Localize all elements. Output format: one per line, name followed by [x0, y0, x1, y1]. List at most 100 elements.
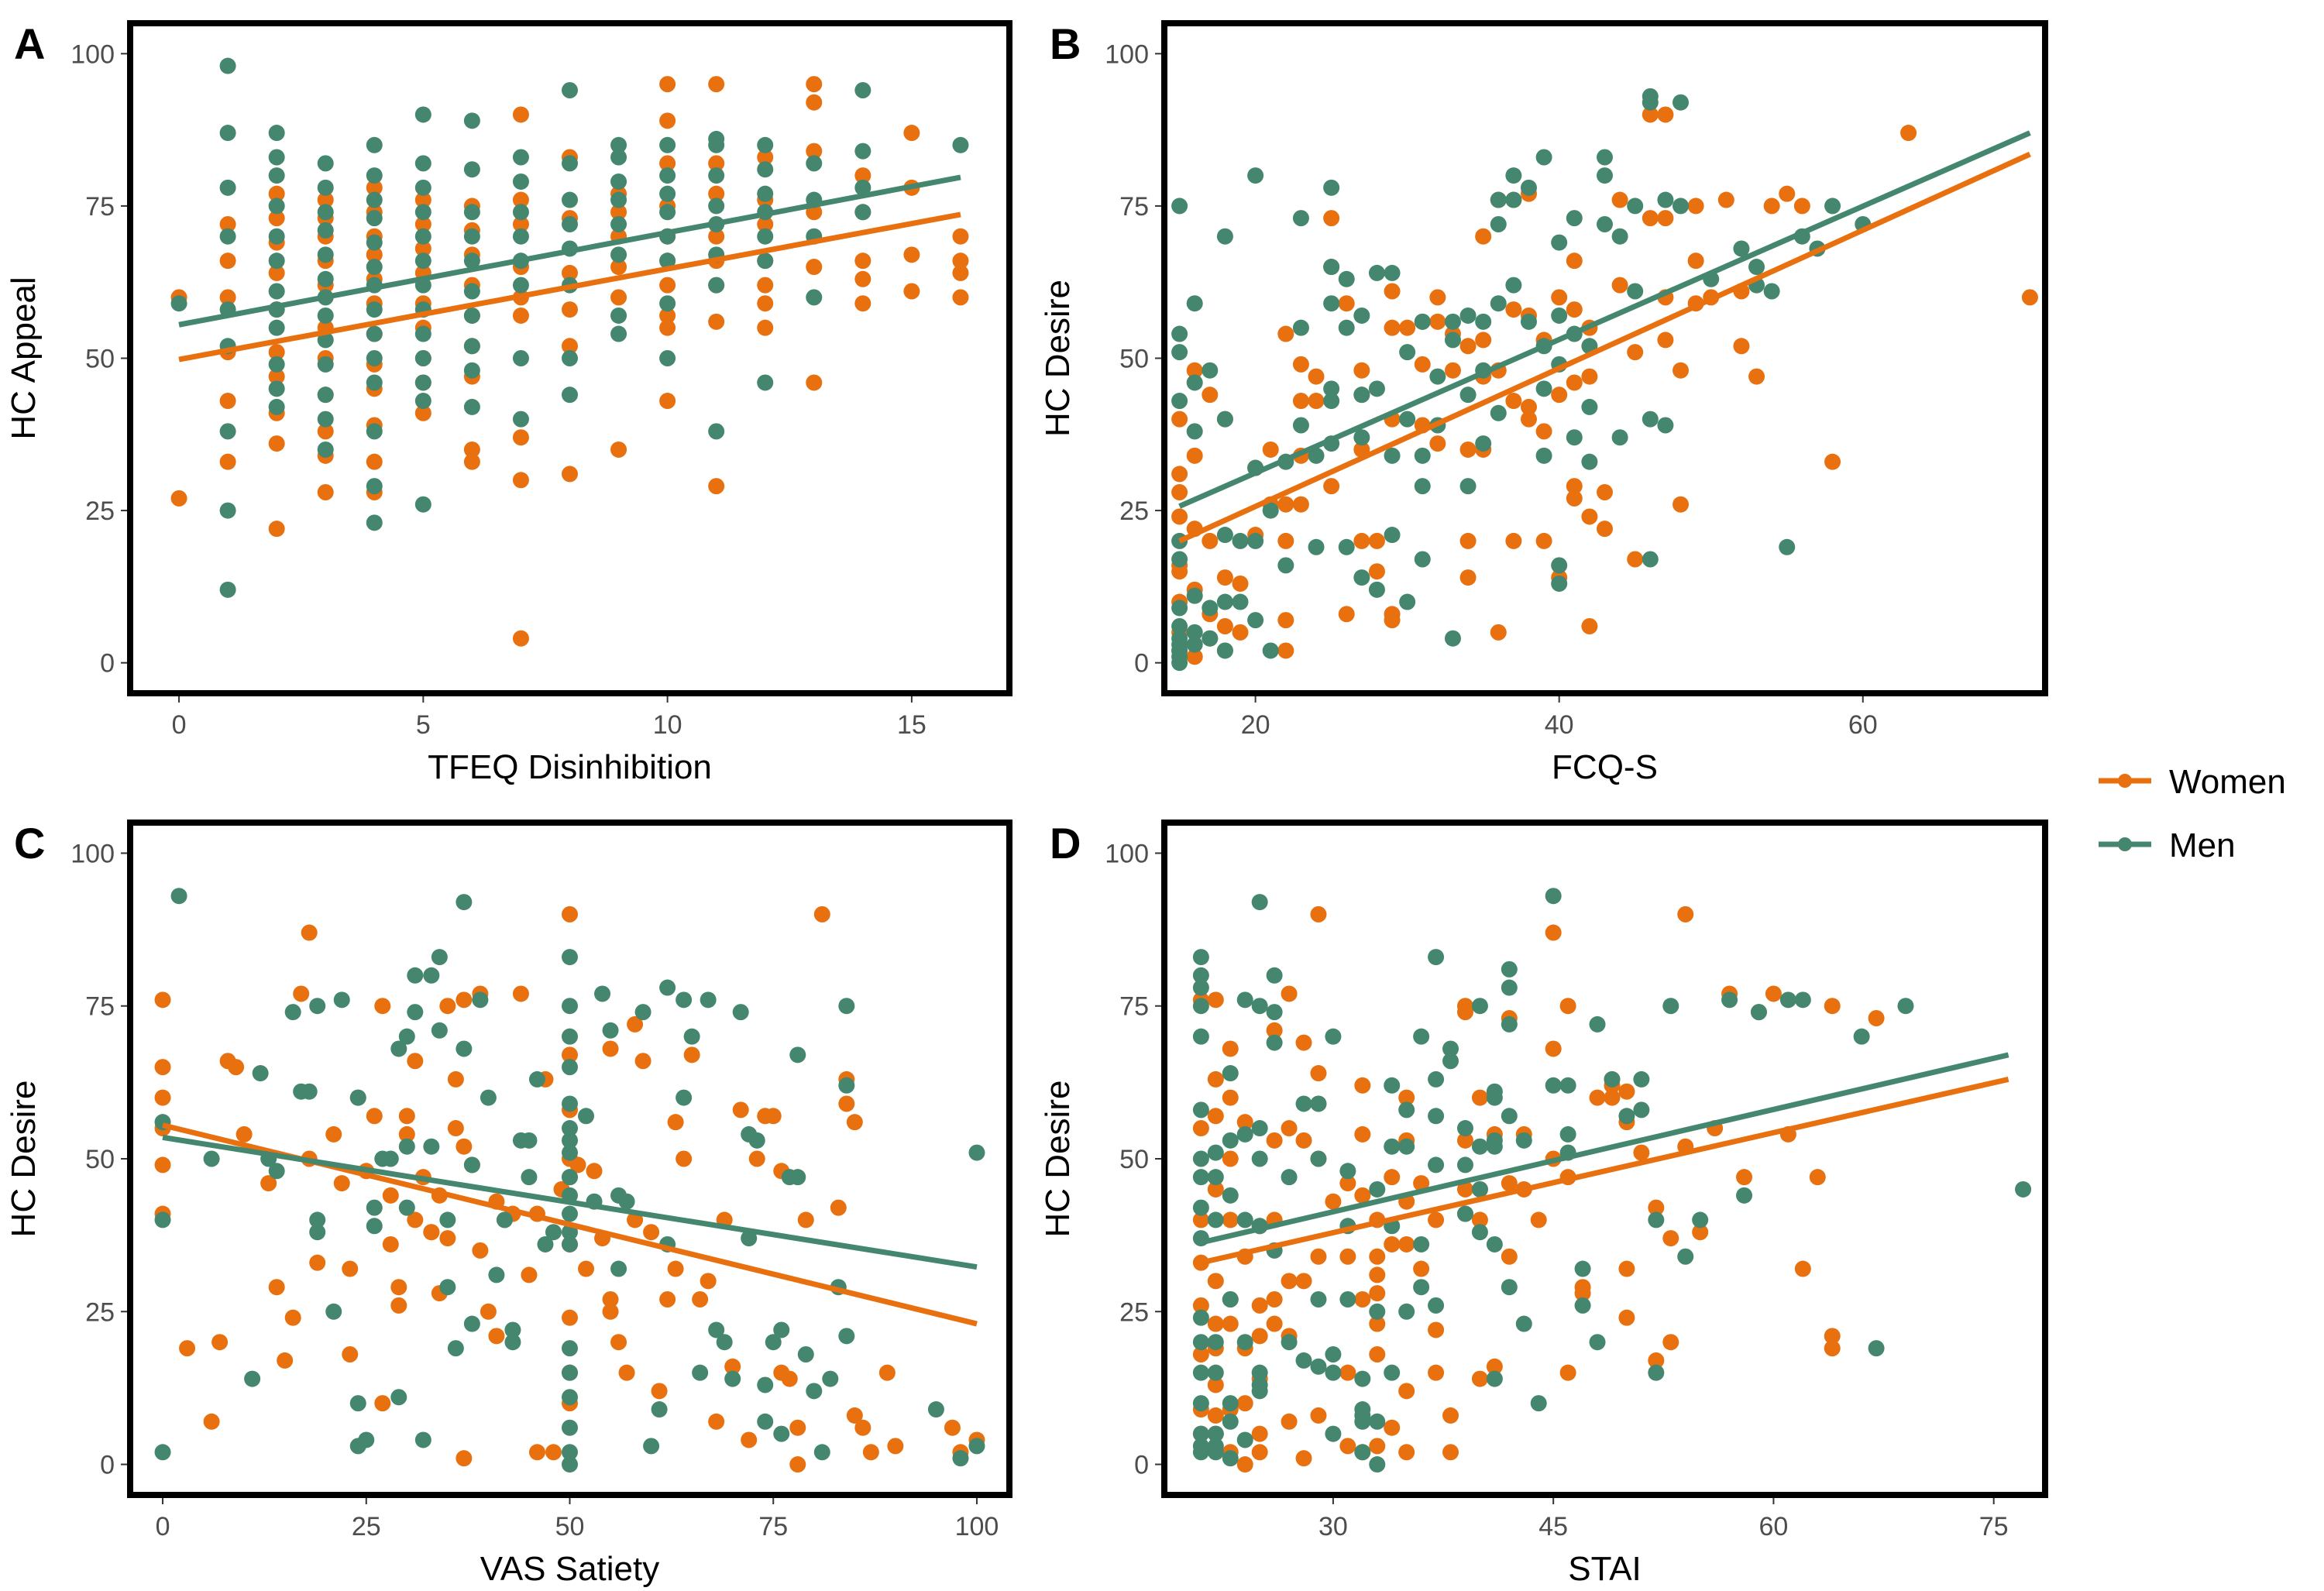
men-point: [1262, 502, 1279, 519]
men-point: [789, 1046, 806, 1064]
women-point: [1868, 1010, 1885, 1027]
women-point: [1597, 484, 1613, 500]
women-point: [1222, 1040, 1239, 1057]
men-point: [1551, 557, 1568, 574]
men-point: [1323, 380, 1340, 397]
men-point: [1277, 557, 1294, 574]
women-point: [1648, 1199, 1665, 1216]
men-point: [854, 179, 871, 196]
women-point: [1310, 1407, 1327, 1424]
men-point: [1192, 1334, 1209, 1351]
women-point: [1414, 356, 1431, 373]
women-point: [1687, 198, 1704, 215]
men-point: [838, 1077, 855, 1094]
men-point: [643, 1438, 660, 1455]
men-point: [480, 1089, 497, 1106]
women-point: [1369, 1346, 1386, 1363]
men-point: [813, 1444, 830, 1461]
men-point: [757, 136, 774, 153]
men-point: [1399, 411, 1416, 428]
women-point: [741, 1431, 758, 1448]
men-point: [562, 350, 578, 366]
men-point: [1251, 1120, 1268, 1137]
women-point: [887, 1438, 904, 1455]
men-point: [414, 1431, 431, 1448]
men-point: [1384, 1364, 1401, 1381]
legend-women-label: Women: [2169, 763, 2286, 801]
women-point: [683, 1046, 700, 1064]
men-point: [659, 167, 676, 184]
women-point: [952, 264, 969, 281]
men-point: [1222, 1290, 1239, 1308]
men-point: [268, 149, 285, 166]
men-point: [333, 991, 350, 1009]
x-tick-label: 20: [1241, 710, 1270, 740]
men-point: [562, 1120, 578, 1137]
men-point: [562, 1059, 578, 1076]
women-point: [797, 1211, 814, 1228]
men-point: [398, 1199, 415, 1216]
women-point: [1207, 1108, 1224, 1125]
men-point: [398, 1028, 415, 1045]
men-point: [463, 283, 480, 300]
y-tick-label: 75: [1119, 992, 1149, 1022]
women-point: [1566, 374, 1583, 391]
men-point: [1673, 198, 1690, 215]
women-point: [219, 289, 236, 306]
men-point: [797, 1346, 814, 1363]
women-point: [757, 277, 774, 294]
women-point: [1618, 1260, 1635, 1277]
men-point: [431, 1022, 448, 1039]
men-point: [1597, 216, 1613, 232]
women-point: [1338, 606, 1355, 623]
women-point: [1186, 648, 1203, 665]
men-point: [268, 1163, 285, 1180]
women-point: [708, 155, 725, 172]
men-point: [1648, 1211, 1665, 1228]
men-point: [1428, 1297, 1445, 1314]
men-point: [1236, 1334, 1253, 1351]
women-point: [1384, 319, 1401, 336]
y-tick-label: 50: [1119, 345, 1149, 374]
women-point: [456, 1138, 473, 1155]
men-point: [708, 167, 725, 184]
men-point: [1186, 587, 1203, 604]
women-point: [1428, 1321, 1445, 1338]
women-point: [545, 1444, 562, 1461]
women-point: [268, 344, 285, 361]
series-men-points: [170, 57, 969, 598]
men-point: [1627, 198, 1644, 215]
women-point: [1662, 1334, 1679, 1351]
men-point: [317, 204, 334, 221]
women-point: [1692, 1224, 1709, 1241]
men-point: [1748, 259, 1765, 276]
women-point: [512, 106, 529, 123]
men-point: [1369, 1303, 1386, 1320]
women-point: [268, 210, 285, 227]
women-point: [562, 264, 578, 281]
women-point: [878, 1364, 896, 1381]
women-fit-line: [1178, 151, 2031, 544]
women-point: [1222, 1315, 1239, 1332]
legend-item-women: Women: [2099, 763, 2286, 801]
women-point: [1353, 532, 1370, 549]
women-point: [317, 423, 334, 440]
men-point: [317, 246, 334, 263]
men-point: [1353, 387, 1370, 404]
men-point: [1323, 259, 1340, 276]
men-point: [1551, 575, 1568, 592]
women-point: [512, 472, 529, 489]
women-point: [325, 1125, 342, 1143]
men-point: [1338, 538, 1355, 555]
men-point: [1574, 1260, 1591, 1277]
women-point: [1339, 1175, 1356, 1192]
men-point: [1398, 1303, 1415, 1320]
men-point: [757, 374, 774, 391]
men-point: [651, 1401, 668, 1418]
men-point: [806, 289, 823, 306]
women-point: [1295, 1034, 1312, 1051]
men-point: [1471, 1180, 1488, 1198]
men-point: [1339, 1290, 1356, 1308]
men-point: [1369, 1456, 1386, 1473]
men-point: [252, 1065, 269, 1082]
